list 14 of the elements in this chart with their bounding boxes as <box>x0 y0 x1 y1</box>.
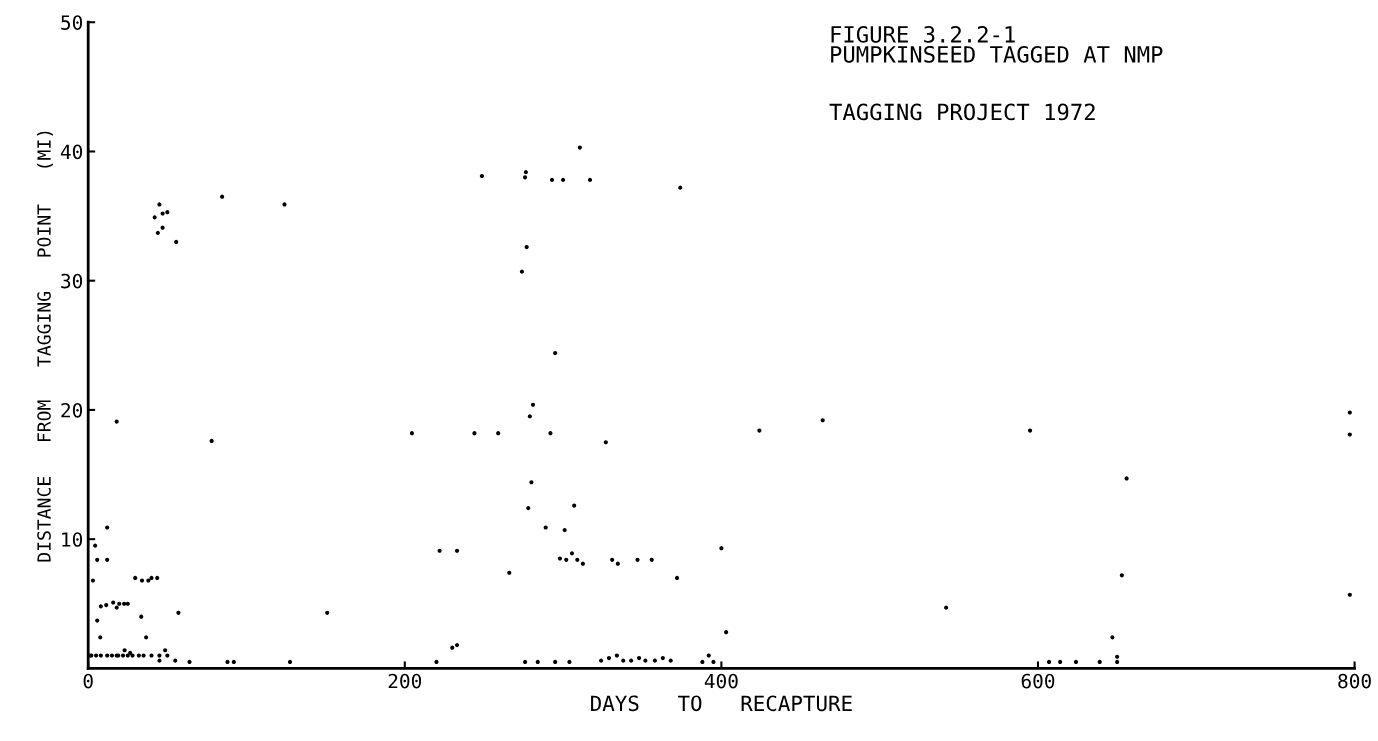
y-tick-label: 30 <box>61 273 83 289</box>
x-tick-label: 0 <box>83 673 93 689</box>
x-tick-label: 600 <box>1021 673 1055 689</box>
y-tick-label: 20 <box>61 402 83 418</box>
x-tick-label: 400 <box>704 673 738 689</box>
x-tick-label: 200 <box>388 673 422 689</box>
y-axis-title: DISTANCE FROM TAGGING POINT (MI) <box>36 131 53 562</box>
x-axis-title: DAYS TO RECAPTURE <box>591 695 852 712</box>
y-tick-label: 50 <box>61 15 83 30</box>
text: TAGGING PROJECT 1972 <box>829 103 1095 121</box>
x-tick-label: 800 <box>1338 673 1371 689</box>
y-tick-label: 10 <box>62 532 83 547</box>
y-tick-label: 40 <box>60 144 83 160</box>
chart-title: FIGURE 3.2.2-1 PUMPKINSEED TAGGED AT NMP <box>831 25 1163 63</box>
